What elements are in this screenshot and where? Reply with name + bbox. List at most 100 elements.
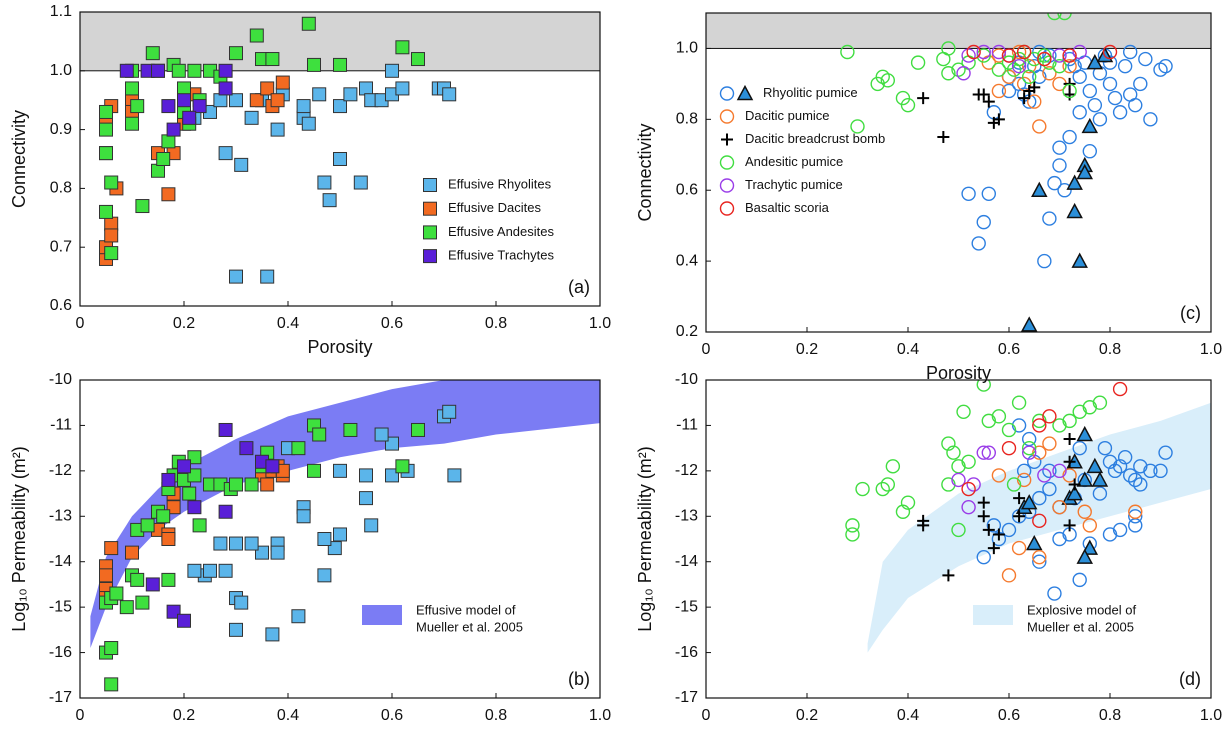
marker-triangle	[1076, 471, 1094, 487]
y-axis-title: Connectivity	[635, 123, 655, 221]
marker-square	[156, 152, 171, 166]
marker-circle	[1021, 58, 1037, 74]
marker-circle	[981, 413, 996, 429]
marker-circle	[1052, 418, 1067, 433]
marker-plus	[982, 523, 995, 536]
legend-label: Effusive Rhyolites	[448, 176, 552, 191]
marker-square	[125, 545, 139, 560]
marker-circle	[880, 73, 895, 88]
marker-circle	[1102, 44, 1118, 60]
marker-square	[218, 63, 233, 78]
marker-square	[291, 609, 306, 624]
marker-circle	[1001, 83, 1017, 99]
marker-square	[296, 99, 311, 114]
marker-square	[99, 122, 113, 137]
marker-plus	[1013, 492, 1026, 505]
y-tick-label: -16	[675, 644, 698, 661]
marker-circle	[1016, 472, 1032, 488]
marker-circle	[951, 522, 966, 538]
y-tick-label: -14	[675, 553, 698, 570]
marker-square	[343, 422, 358, 437]
marker-square	[192, 99, 207, 114]
marker-circle	[870, 76, 885, 92]
marker-square	[255, 545, 269, 560]
legend-label: Effusive model of	[416, 602, 516, 617]
x-axis-title: Porosity	[307, 729, 372, 731]
marker-plus	[917, 519, 930, 532]
legend-marker	[719, 109, 735, 124]
marker-square	[312, 427, 327, 442]
marker-square	[130, 99, 145, 114]
marker-plus	[977, 510, 990, 523]
marker-plus	[917, 92, 930, 105]
marker-circle	[1107, 463, 1123, 479]
marker-square	[359, 468, 373, 483]
marker-square	[353, 175, 368, 190]
plot-frame	[705, 12, 1212, 333]
marker-circle	[991, 44, 1007, 60]
marker-plus	[1028, 81, 1041, 94]
marker-circle	[1133, 76, 1148, 92]
marker-square	[333, 527, 347, 542]
marker-square	[166, 500, 181, 515]
y-axis-title: Log₁₀ Permeability (m²)	[9, 446, 29, 632]
y-tick-label: -15	[675, 598, 698, 615]
marker-plus	[1013, 510, 1026, 523]
marker-circle	[991, 468, 1007, 483]
marker-circle	[1032, 549, 1047, 565]
legend-label: Effusive Dacites	[448, 200, 541, 215]
y-tick-label: 0.4	[676, 252, 698, 269]
marker-square	[99, 568, 113, 583]
marker-circle	[1062, 129, 1077, 145]
marker-circle	[1062, 48, 1077, 63]
legend-marker	[719, 155, 735, 170]
marker-square	[104, 216, 119, 231]
marker-plus	[942, 569, 955, 582]
marker-square	[385, 63, 399, 78]
x-tick-label: 0.2	[173, 707, 195, 724]
marker-square	[234, 595, 249, 610]
marker-square	[177, 459, 191, 474]
marker-circle	[1052, 500, 1067, 515]
marker-square	[385, 436, 399, 451]
marker-square	[260, 477, 275, 492]
marker-circle	[1011, 540, 1027, 556]
marker-square	[156, 509, 171, 524]
marker-circle	[1128, 504, 1143, 519]
marker-square	[270, 122, 285, 137]
marker-circle	[1021, 445, 1037, 460]
marker-circle	[1001, 422, 1017, 438]
marker-square	[244, 477, 259, 492]
marker-circle	[1042, 66, 1057, 81]
marker-square	[135, 199, 150, 214]
marker-circle	[1112, 522, 1128, 538]
marker-square	[177, 613, 191, 628]
marker-circle	[1057, 183, 1072, 198]
y-tick-label: 0.9	[50, 121, 72, 138]
marker-square	[161, 472, 176, 487]
marker-circle	[1082, 400, 1098, 415]
x-tick-label: 0.6	[381, 707, 403, 724]
marker-circle	[991, 62, 1007, 77]
marker-square	[260, 81, 275, 96]
marker-square	[187, 468, 202, 483]
marker-circle	[976, 48, 991, 63]
x-tick-label: 0.4	[897, 707, 919, 724]
marker-square	[374, 427, 389, 442]
marker-square	[239, 441, 254, 456]
marker-circle	[1011, 58, 1027, 74]
marker-square	[395, 459, 410, 474]
marker-square	[182, 110, 197, 125]
marker-circle	[976, 214, 991, 230]
marker-circle	[1072, 440, 1087, 456]
marker-circle	[1062, 468, 1077, 483]
marker-square	[411, 52, 425, 67]
marker-circle	[976, 44, 991, 60]
marker-circle	[1102, 76, 1118, 92]
marker-circle	[971, 236, 986, 251]
marker-circle	[1112, 459, 1128, 474]
marker-square	[301, 16, 316, 31]
marker-circle	[1128, 518, 1143, 533]
y-tick-label: -16	[49, 644, 72, 661]
legend-label: Mueller et al. 2005	[1027, 619, 1134, 634]
